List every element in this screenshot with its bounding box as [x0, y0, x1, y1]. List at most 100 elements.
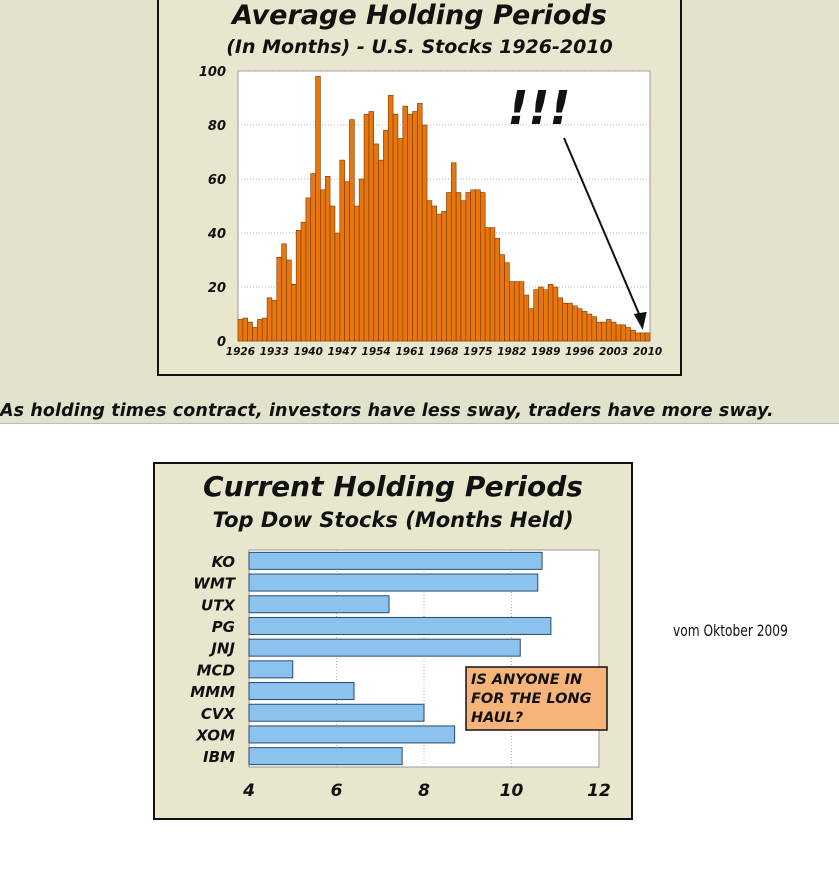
chart2-xtick-label: 10 [500, 781, 524, 801]
chart2-callout-line: FOR THE LONG [471, 691, 592, 707]
chart1-title: Average Holding Periods [232, 0, 607, 31]
chart1-bar [543, 289, 549, 342]
chart1-bar [339, 159, 345, 342]
chart1-bar [305, 197, 312, 342]
chart2-bar [248, 725, 456, 744]
chart1-xtick-label: 1947 [328, 346, 358, 358]
chart2-bar [248, 703, 425, 722]
chart1-bar [315, 76, 321, 342]
chart1-ytick-label: 60 [208, 173, 226, 188]
chart2-title: Current Holding Periods [203, 470, 583, 503]
chart1-bar [470, 189, 476, 342]
chart1-xtick-label: 1989 [531, 346, 560, 358]
chart1-bar [635, 332, 641, 342]
chart1-subtitle: (In Months) - U.S. Stocks 1926-2010 [226, 36, 613, 58]
chart1-bar [286, 259, 292, 342]
chart2-subtitle: Top Dow Stocks (Months Held) [212, 508, 574, 532]
chart1-xtick-label: 1968 [429, 346, 458, 358]
chart1-xtick-label: 1933 [260, 346, 289, 358]
chart1-xtick-label: 1926 [226, 346, 255, 358]
caption-divider [0, 423, 839, 424]
chart1-bar [368, 111, 375, 342]
chart1-bar [261, 317, 268, 342]
chart1-bar [324, 176, 331, 342]
chart1-bar [460, 200, 467, 342]
chart2-category-label: XOM [195, 726, 235, 744]
chart2-xtick-label: 4 [242, 781, 255, 801]
chart1-bar [572, 305, 578, 342]
chart1-ytick-label: 40 [207, 227, 226, 242]
chart1-bar [417, 103, 423, 342]
chart1-bar [455, 192, 462, 342]
chart1-xtick-label: 1996 [565, 346, 594, 358]
chart1-xtick-label: 1975 [463, 346, 492, 358]
chart1-svg: 0 20 40 60 80 100 1926 1933 1940 1947 1954 1961 1968… [199, 65, 662, 358]
chart1-bar [576, 308, 583, 342]
chart1-bar [630, 329, 636, 342]
chart1-bar [533, 289, 539, 342]
chart2-category-label: KO [212, 553, 236, 571]
chart1-ytick-label: 20 [208, 281, 226, 296]
chart1-bar [426, 200, 433, 342]
chart1-bar [606, 319, 612, 342]
chart1-bar [300, 221, 307, 342]
chart2-xtick-label: 12 [587, 781, 611, 801]
chart1-bar [518, 281, 525, 342]
current-holding-chart-panel: Current Holding Periods Top Dow Stocks (… [153, 462, 633, 820]
chart1-bar [475, 189, 481, 342]
chart1-bar [552, 286, 559, 342]
chart1-bar [329, 205, 336, 342]
chart1-bar [441, 211, 447, 342]
chart1-bar [557, 297, 564, 342]
chart1-bar [513, 281, 520, 342]
chart1-bar [625, 327, 631, 342]
chart1-arrow-head [633, 311, 647, 330]
chart1-bar [252, 327, 258, 342]
chart1-bar [591, 316, 597, 342]
chart1-bar [349, 119, 355, 342]
chart2-bar [248, 616, 552, 635]
chart1-bar [465, 192, 471, 342]
chart1-bar [499, 254, 505, 342]
chart2-category-label: CVX [201, 705, 237, 723]
chart1-bar [257, 319, 263, 342]
chart2-callout-line: IS ANYONE IN [471, 672, 582, 688]
chart1-ytick-label: 0 [217, 335, 226, 350]
chart1-bar [421, 124, 428, 342]
chart2-category-label: IBM [203, 748, 235, 766]
chart1-bar [484, 227, 491, 342]
chart1-bar [446, 192, 452, 342]
chart1-bar [480, 192, 486, 342]
chart1-bar [291, 283, 297, 342]
average-holding-chart-panel: Average Holding Periods (In Months) - U.… [157, 0, 682, 376]
chart1-bar [344, 181, 350, 342]
chart1-bar [586, 313, 593, 342]
chart1-arrow-line [563, 137, 642, 319]
chart1-bar [334, 232, 341, 342]
chart1-xtick-label: 1940 [294, 346, 323, 358]
chart1-bar [320, 189, 326, 342]
chart2-callout-box [465, 666, 608, 731]
chart1-ytick-label: 80 [208, 119, 226, 134]
chart1-bar [310, 173, 316, 342]
chart1-bar [547, 283, 554, 342]
chart1-bar [610, 321, 617, 342]
chart1-bar [494, 238, 501, 342]
chart1-bar [363, 113, 370, 342]
caption-text: As holding times contract, investors hav… [0, 401, 774, 421]
chart1-bar [489, 227, 496, 342]
chart1-bar [402, 105, 408, 342]
chart1-xtick-label: 1954 [362, 346, 391, 358]
chart1-bar [242, 317, 248, 342]
chart1-xtick-label: 1961 [395, 346, 424, 358]
chart1-bar [271, 300, 278, 342]
chart1-bar [567, 302, 573, 342]
chart1-bar [358, 178, 365, 342]
chart2-category-label: UTX [201, 596, 236, 614]
chart2-category-label: JNJ [208, 640, 235, 658]
chart1-bar [596, 321, 602, 342]
chart1-bar [373, 143, 379, 342]
chart1-bar [640, 332, 646, 342]
chart2-category-label: MMM [190, 683, 235, 701]
chart1-bar [523, 294, 530, 342]
